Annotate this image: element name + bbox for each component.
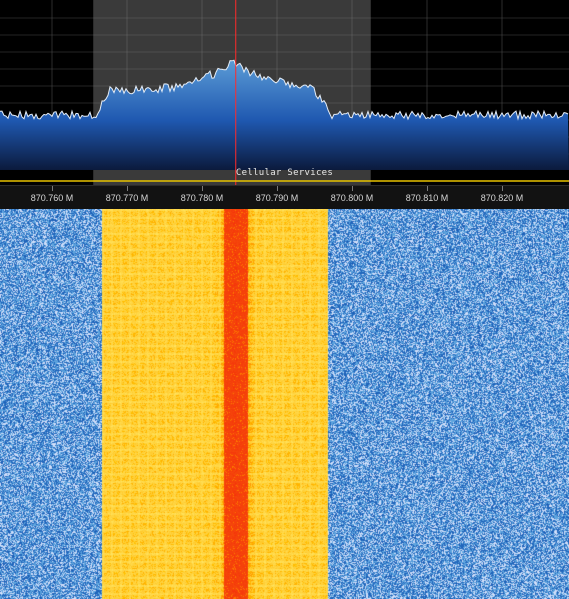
spectrum-panel[interactable]: Cellular Services xyxy=(0,0,569,185)
axis-tick-mark xyxy=(427,186,428,191)
axis-tick-label: 870.760 M xyxy=(30,193,74,203)
axis-tick-label: 870.780 M xyxy=(180,193,224,203)
frequency-axis[interactable]: 870.760 M 870.770 M 870.780 M 870.790 M 870.… xyxy=(0,185,569,210)
spectrum-plot[interactable] xyxy=(0,0,569,185)
axis-tick-mark xyxy=(202,186,203,191)
axis-tick-mark xyxy=(352,186,353,191)
band-plan-label: Cellular Services xyxy=(235,168,334,178)
axis-tick-mark xyxy=(502,186,503,191)
axis-tick-mark xyxy=(52,186,53,191)
axis-tick-label: 870.790 M xyxy=(255,193,299,203)
axis-tick-label: 870.770 M xyxy=(105,193,149,203)
axis-tick-label: 870.820 M xyxy=(480,193,524,203)
waterfall-display[interactable] xyxy=(0,209,569,599)
axis-tick-label: 870.810 M xyxy=(405,193,449,203)
axis-tick-label: 870.800 M xyxy=(330,193,374,203)
axis-tick-mark xyxy=(127,186,128,191)
axis-tick-mark xyxy=(277,186,278,191)
spectrum-trace-line xyxy=(0,59,569,121)
